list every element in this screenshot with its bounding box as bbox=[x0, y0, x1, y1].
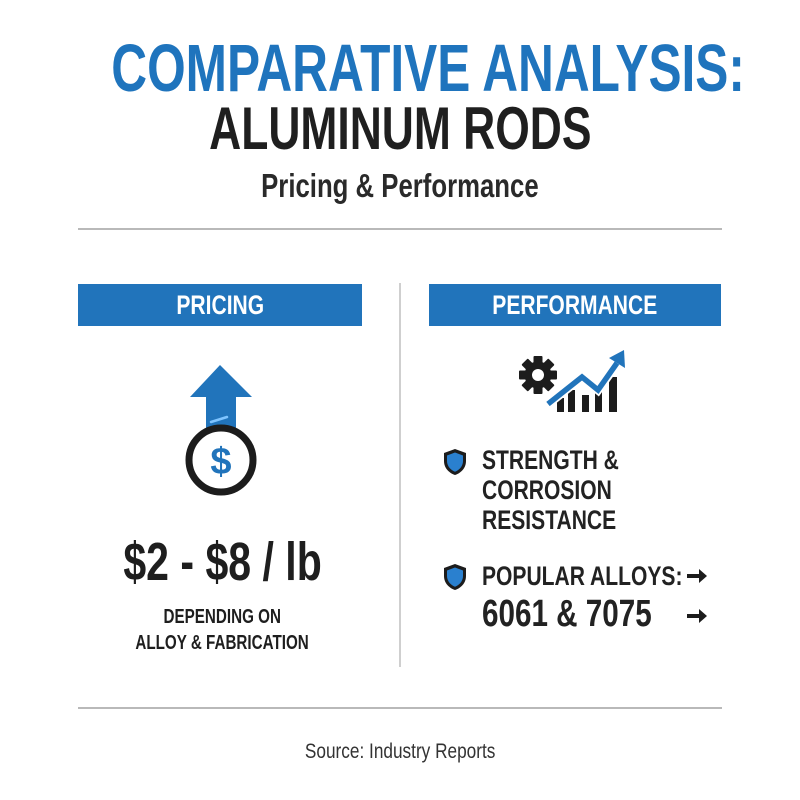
perf-item-strength-line-1: STRENGTH & bbox=[482, 445, 658, 476]
price-note-line-2-text: ALLOY & FABRICATION bbox=[135, 632, 310, 654]
perf-item-alloys-label: POPULAR ALLOYS: bbox=[482, 561, 739, 592]
gear-icon bbox=[519, 356, 557, 394]
coin-icon bbox=[185, 424, 257, 496]
shield-icon bbox=[444, 449, 466, 475]
bottom-divider bbox=[78, 707, 722, 709]
title-line-2: ALUMINUM RODS bbox=[0, 98, 800, 160]
perf-item-strength-text-2: CORROSION bbox=[482, 475, 612, 505]
trend-arrow-icon bbox=[546, 361, 620, 407]
shield-icon bbox=[444, 564, 466, 590]
dollar-sign-icon: $ bbox=[210, 441, 231, 483]
performance-heading-bar: PERFORMANCE bbox=[429, 284, 721, 326]
perf-item-strength-text-3: RESISTANCE bbox=[482, 505, 617, 535]
title-line-1: COMPARATIVE ANALYSIS: bbox=[0, 34, 800, 104]
perf-item-strength-line-2: CORROSION bbox=[482, 475, 649, 506]
perf-item-strength-line-3: RESISTANCE bbox=[482, 505, 654, 536]
price-note-line-2: ALLOY & FABRICATION bbox=[60, 630, 385, 656]
title-line-2-text: ALUMINUM RODS bbox=[208, 95, 592, 162]
performance-heading: PERFORMANCE bbox=[492, 290, 658, 320]
column-divider bbox=[399, 283, 401, 667]
arrow-right-icon bbox=[687, 569, 707, 583]
perf-item-alloys-value-text: 6061 & 7075 bbox=[482, 593, 652, 635]
perf-item-alloys-value: 6061 & 7075 bbox=[482, 592, 700, 636]
price-increase-icon: $ bbox=[185, 365, 257, 496]
top-divider bbox=[78, 228, 722, 230]
price-range-text: $2 - $8 / lb bbox=[123, 532, 322, 592]
subtitle-text: Pricing & Performance bbox=[261, 167, 539, 204]
pricing-heading: PRICING bbox=[176, 290, 264, 320]
perf-item-strength-text-1: STRENGTH & bbox=[482, 445, 619, 475]
bar-chart-icon bbox=[557, 377, 617, 412]
price-note-line-1: DEPENDING ON bbox=[60, 604, 385, 630]
subtitle: Pricing & Performance bbox=[0, 167, 800, 205]
price-range: $2 - $8 / lb bbox=[60, 530, 385, 594]
pricing-heading-bar: PRICING bbox=[78, 284, 362, 326]
gear-growth-chart-icon bbox=[519, 350, 625, 412]
price-note-line-1-text: DEPENDING ON bbox=[163, 606, 282, 628]
arrow-right-icon bbox=[687, 609, 707, 623]
perf-item-alloys-label-text: POPULAR ALLOYS: bbox=[482, 561, 683, 591]
source-note-text: Source: Industry Reports bbox=[304, 740, 496, 763]
title-line-1-text: COMPARATIVE ANALYSIS: bbox=[111, 31, 745, 106]
source-note: Source: Industry Reports bbox=[0, 738, 800, 766]
up-arrow-icon bbox=[190, 365, 252, 428]
